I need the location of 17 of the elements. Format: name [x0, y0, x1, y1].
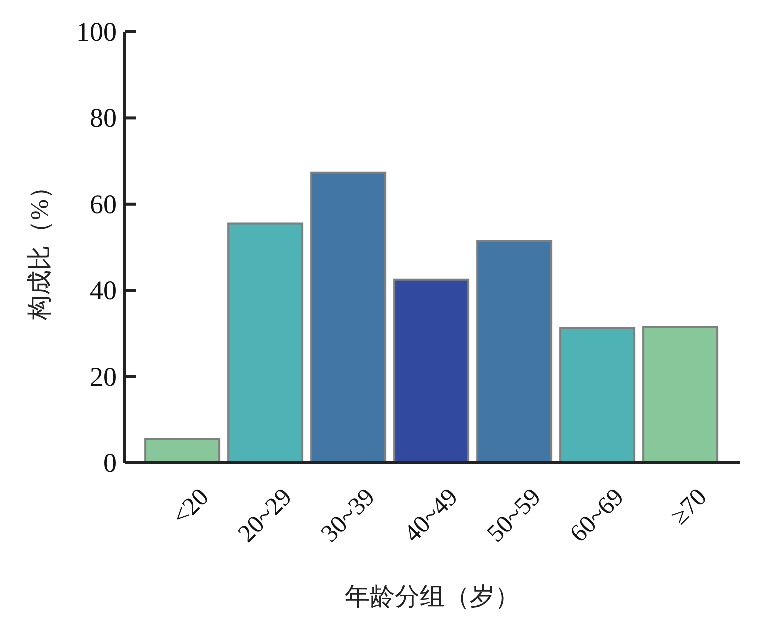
- y-tick-label: 80: [90, 103, 117, 134]
- x-tick-label: ≥70: [666, 483, 712, 530]
- y-tick-label: 60: [90, 189, 117, 220]
- x-axis-title: 年龄分组（岁）: [345, 584, 520, 610]
- y-tick-label: 0: [104, 448, 117, 478]
- y-axis-title: 构成比（%）: [26, 174, 54, 322]
- bar: [144, 438, 221, 463]
- bar: [560, 327, 636, 463]
- bar: [310, 172, 387, 463]
- y-tick-label: 100: [76, 17, 117, 47]
- bar: [394, 278, 470, 463]
- y-tick-label: 20: [90, 362, 117, 392]
- y-tick-label: 40: [90, 276, 117, 306]
- x-tick-label: <20: [167, 483, 214, 530]
- bar: [642, 326, 719, 463]
- bar: [228, 222, 304, 463]
- bar: [476, 240, 553, 463]
